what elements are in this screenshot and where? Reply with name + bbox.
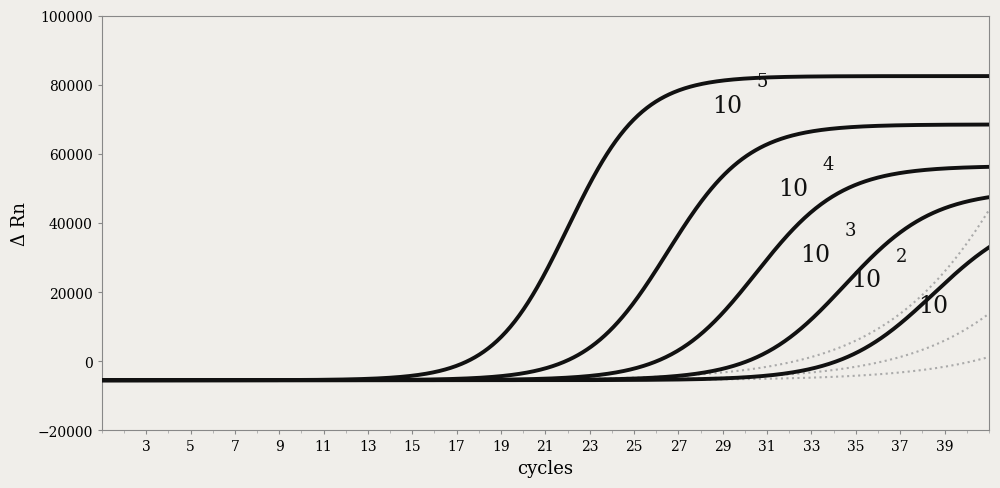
- Text: 10: 10: [712, 95, 742, 118]
- Text: 10: 10: [778, 178, 808, 201]
- Text: 10: 10: [800, 243, 831, 266]
- X-axis label: cycles: cycles: [517, 459, 573, 477]
- Text: 10: 10: [918, 295, 948, 318]
- Text: 3: 3: [845, 222, 856, 240]
- Text: 10: 10: [851, 269, 882, 292]
- Y-axis label: Δ Rn: Δ Rn: [11, 202, 29, 245]
- Text: 5: 5: [756, 73, 767, 91]
- Text: 4: 4: [823, 156, 834, 174]
- Text: 2: 2: [896, 247, 907, 265]
